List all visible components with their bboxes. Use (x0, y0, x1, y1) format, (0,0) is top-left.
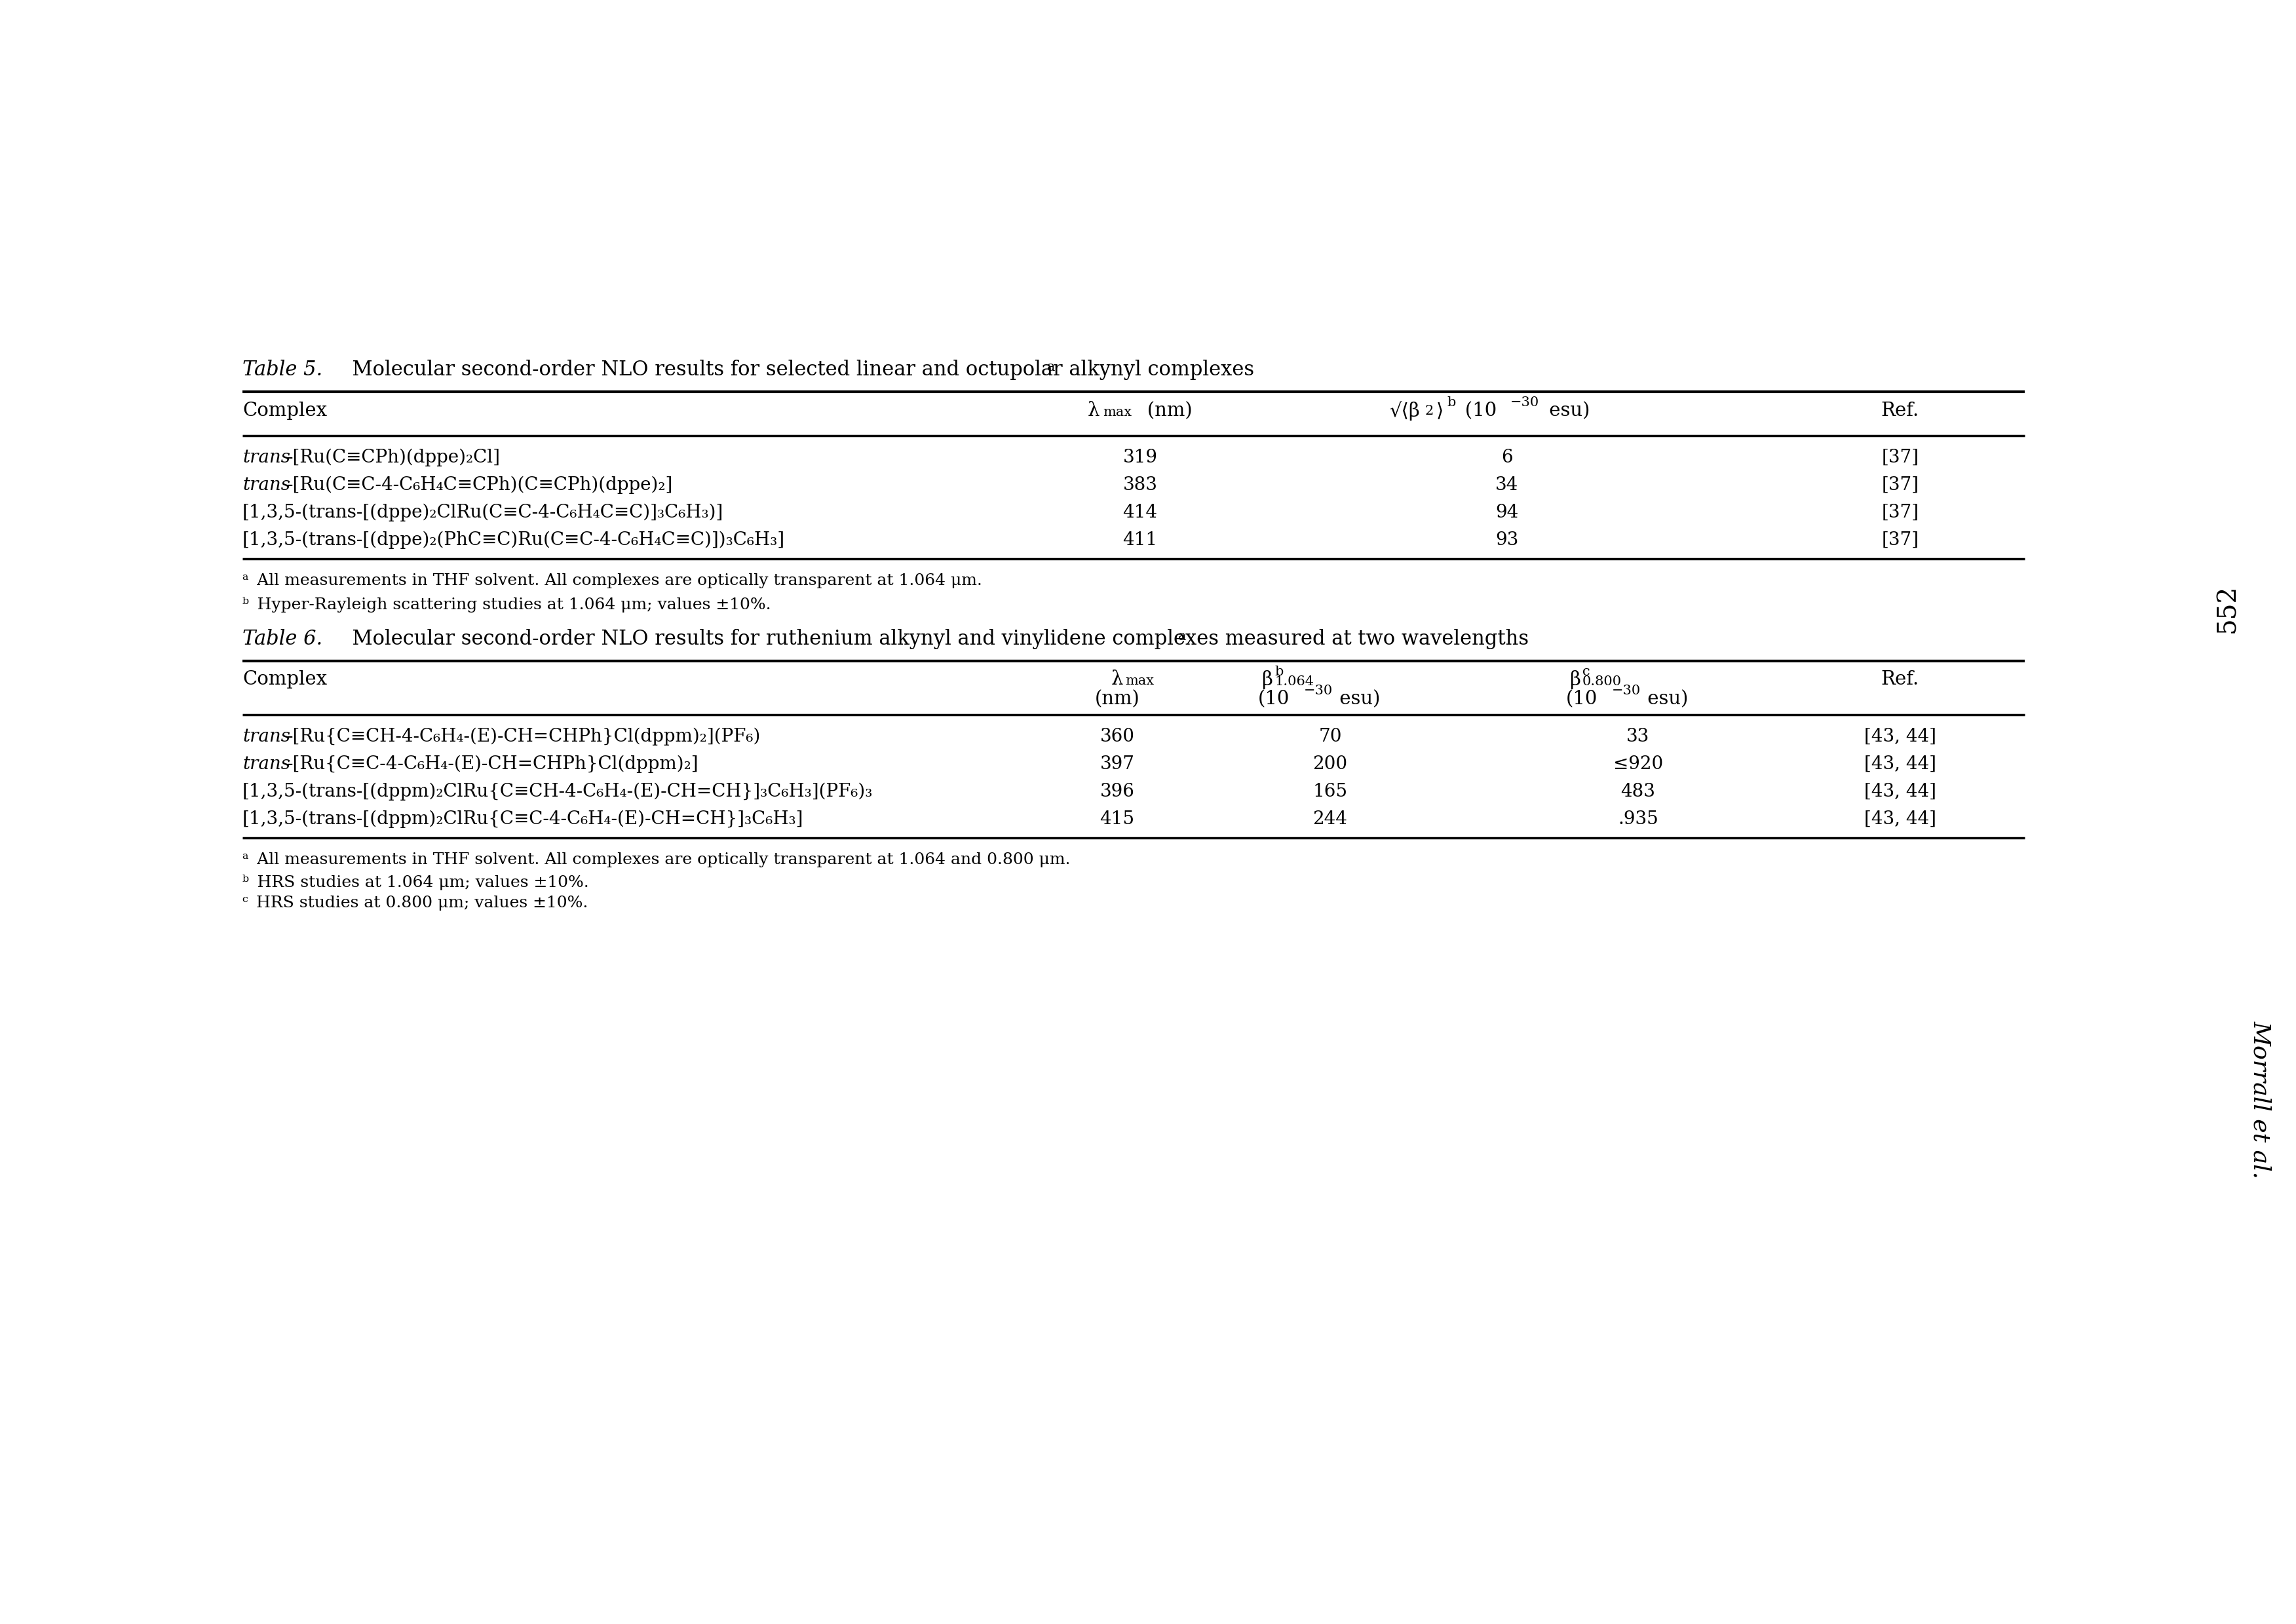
Text: [1,3,5-(trans-[(dppe)₂ClRu(C≡C-4-C₆H₄C≡C)]₃C₆H₃)]: [1,3,5-(trans-[(dppe)₂ClRu(C≡C-4-C₆H₄C≡C… (243, 503, 723, 521)
Text: 34: 34 (1495, 476, 1518, 494)
Text: ⟩: ⟩ (1437, 401, 1444, 421)
Text: b: b (1446, 396, 1456, 409)
Text: (nm): (nm) (1143, 401, 1192, 421)
Text: Morrall et al.: Morrall et al. (2250, 1021, 2271, 1179)
Text: [43, 44]: [43, 44] (1864, 755, 1936, 773)
Text: (10: (10 (1258, 690, 1290, 708)
Text: Molecular second-order NLO results for selected linear and octupolar alkynyl com: Molecular second-order NLO results for s… (340, 359, 1254, 380)
Text: esu): esu) (1334, 690, 1380, 708)
Text: (nm): (nm) (1095, 690, 1139, 708)
Text: ᵇ Hyper-Rayleigh scattering studies at 1.064 μm; values ±10%.: ᵇ Hyper-Rayleigh scattering studies at 1… (243, 596, 771, 612)
Text: Complex: Complex (243, 671, 326, 689)
Text: Molecular second-order NLO results for ruthenium alkynyl and vinylidene complexe: Molecular second-order NLO results for r… (340, 628, 1529, 650)
Text: β: β (1570, 671, 1580, 689)
Text: 93: 93 (1495, 531, 1518, 549)
Text: Ref.: Ref. (1880, 401, 1919, 421)
Text: [1,3,5-(trans-[(dppm)₂ClRu{C≡C-4-C₆H₄-(E)-CH=CH}]₃C₆H₃]: [1,3,5-(trans-[(dppm)₂ClRu{C≡C-4-C₆H₄-(E… (243, 810, 804, 828)
Text: esu): esu) (1642, 690, 1688, 708)
Text: 383: 383 (1123, 476, 1157, 494)
Text: -[Ru{C≡C-4-C₆H₄-(E)-CH=CHPh}Cl(dppm)₂]: -[Ru{C≡C-4-C₆H₄-(E)-CH=CHPh}Cl(dppm)₂] (287, 755, 698, 773)
Text: [37]: [37] (1880, 531, 1919, 549)
Text: Complex: Complex (243, 401, 326, 421)
Text: Table 6.: Table 6. (243, 628, 321, 650)
Text: max: max (1125, 674, 1155, 687)
Text: 0.800: 0.800 (1582, 676, 1621, 689)
Text: b: b (1274, 666, 1283, 679)
Text: max: max (1102, 406, 1132, 419)
Text: 165: 165 (1313, 783, 1348, 801)
Text: 70: 70 (1318, 728, 1341, 745)
Text: 6: 6 (1502, 448, 1513, 466)
Text: ᵃ All measurements in THF solvent. All complexes are optically transparent at 1.: ᵃ All measurements in THF solvent. All c… (243, 853, 1070, 867)
Text: ᶜ HRS studies at 0.800 μm; values ±10%.: ᶜ HRS studies at 0.800 μm; values ±10%. (243, 895, 588, 911)
Text: −30: −30 (1304, 685, 1334, 697)
Text: [43, 44]: [43, 44] (1864, 783, 1936, 801)
Text: 94: 94 (1495, 503, 1518, 521)
Text: β: β (1261, 671, 1272, 689)
Text: esu): esu) (1543, 401, 1589, 421)
Text: 1.064: 1.064 (1274, 676, 1313, 689)
Text: Ref.: Ref. (1880, 671, 1919, 689)
Text: trans: trans (243, 728, 289, 745)
Text: -[Ru(C≡CPh)(dppe)₂Cl]: -[Ru(C≡CPh)(dppe)₂Cl] (287, 448, 501, 466)
Text: trans: trans (243, 755, 289, 773)
Text: [1,3,5-(trans-[(dppm)₂ClRu{C≡CH-4-C₆H₄-(E)-CH=CH}]₃C₆H₃](PF₆)₃: [1,3,5-(trans-[(dppm)₂ClRu{C≡CH-4-C₆H₄-(… (243, 783, 872, 801)
Text: 200: 200 (1313, 755, 1348, 773)
Text: 2: 2 (1426, 404, 1435, 417)
Text: 483: 483 (1621, 783, 1655, 801)
Text: [37]: [37] (1880, 503, 1919, 521)
Text: [37]: [37] (1880, 448, 1919, 466)
Text: 414: 414 (1123, 503, 1157, 521)
Text: [43, 44]: [43, 44] (1864, 810, 1936, 828)
Text: ≤920: ≤920 (1614, 755, 1662, 773)
Text: trans: trans (243, 448, 289, 466)
Text: 415: 415 (1100, 810, 1134, 828)
Text: -[Ru(C≡C-4-C₆H₄C≡CPh)(C≡CPh)(dppe)₂]: -[Ru(C≡C-4-C₆H₄C≡CPh)(C≡CPh)(dppe)₂] (287, 476, 673, 494)
Text: −30: −30 (1511, 396, 1538, 409)
Text: √⟨β: √⟨β (1389, 401, 1419, 421)
Text: 397: 397 (1100, 755, 1134, 773)
Text: c: c (1582, 666, 1591, 679)
Text: -[Ru{C≡CH-4-C₆H₄-(E)-CH=CHPh}Cl(dppm)₂](PF₆): -[Ru{C≡CH-4-C₆H₄-(E)-CH=CHPh}Cl(dppm)₂](… (287, 728, 760, 745)
Text: 411: 411 (1123, 531, 1157, 549)
Text: 319: 319 (1123, 448, 1157, 466)
Text: 33: 33 (1626, 728, 1651, 745)
Text: .935: .935 (1619, 810, 1658, 828)
Text: ᵇ HRS studies at 1.064 μm; values ±10%.: ᵇ HRS studies at 1.064 μm; values ±10%. (243, 875, 588, 890)
Text: [43, 44]: [43, 44] (1864, 728, 1936, 745)
Text: (10: (10 (1566, 690, 1598, 708)
Text: 396: 396 (1100, 783, 1134, 801)
Text: 360: 360 (1100, 728, 1134, 745)
Text: λ: λ (1111, 671, 1123, 689)
Text: ᵃ All measurements in THF solvent. All complexes are optically transparent at 1.: ᵃ All measurements in THF solvent. All c… (243, 573, 983, 588)
Text: [1,3,5-(trans-[(dppe)₂(PhC≡C)Ru(C≡C-4-C₆H₄C≡C)])₃C₆H₃]: [1,3,5-(trans-[(dppe)₂(PhC≡C)Ru(C≡C-4-C₆… (243, 531, 785, 549)
Text: −30: −30 (1612, 685, 1642, 697)
Text: a: a (1047, 361, 1056, 374)
Text: trans: trans (243, 476, 289, 494)
Text: a: a (1178, 630, 1187, 643)
Text: (10: (10 (1460, 401, 1497, 421)
Text: λ: λ (1088, 401, 1100, 421)
Text: 244: 244 (1313, 810, 1348, 828)
Text: Table 5.: Table 5. (243, 359, 321, 380)
Text: 552: 552 (2216, 585, 2241, 633)
Text: [37]: [37] (1880, 476, 1919, 494)
